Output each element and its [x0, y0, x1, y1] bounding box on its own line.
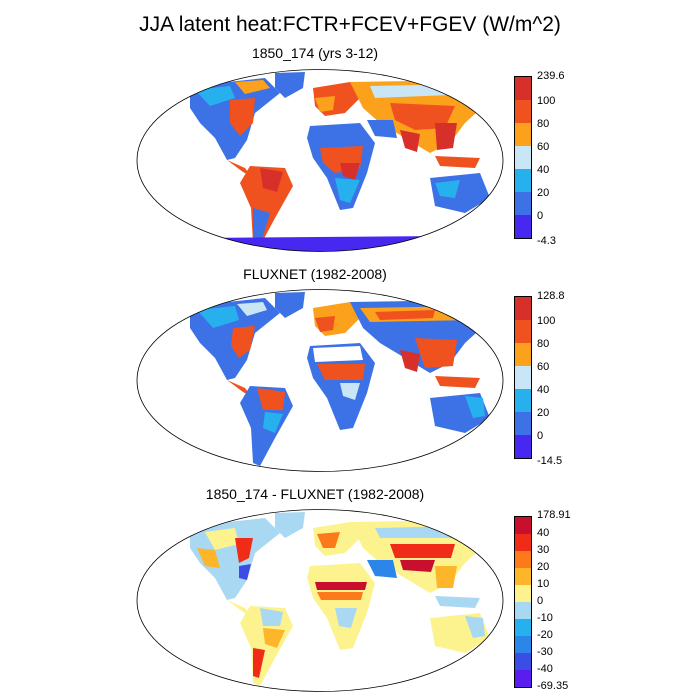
colorbar-segment [515, 585, 531, 602]
colorbar-tick-label: -40 [537, 663, 553, 675]
colorbar-tick-label: 60 [537, 361, 550, 373]
panel-title: 1850_174 - FLUXNET (1982-2008) [205, 486, 425, 502]
colorbar-tick-label: 30 [537, 544, 550, 556]
colorbar-segment [515, 192, 531, 215]
colorbar-tick-label: 178.91 [537, 509, 571, 521]
colorbar-segment [515, 534, 531, 551]
colorbar-tick-label: 20 [537, 407, 550, 419]
colorbar-segment [515, 619, 531, 636]
colorbar-tick-label: 128.8 [537, 290, 565, 302]
colorbar-tick-label: -69.35 [537, 680, 569, 692]
colorbar-tick-label: -4.3 [537, 235, 556, 247]
colorbar-tick-label: 20 [537, 187, 550, 199]
world-map-model [136, 69, 504, 252]
colorbar-tick-label: -10 [537, 612, 553, 624]
colorbar-tick-label: -30 [537, 646, 553, 658]
colorbar-segment [515, 670, 531, 687]
colorbar-tick-label: 60 [537, 141, 550, 153]
colorbar-tick-label: 10 [537, 578, 550, 590]
colorbar-segment [515, 215, 531, 238]
colorbar-tick-label: -14.5 [537, 455, 563, 467]
colorbar-tick-label: 80 [537, 338, 550, 350]
colorbar-segment [515, 568, 531, 585]
colorbar-segment [515, 636, 531, 653]
colorbar-tick-label: 40 [537, 527, 550, 539]
colorbar [514, 76, 532, 239]
colorbar-segment [515, 343, 531, 366]
colorbar-segment [515, 389, 531, 412]
colorbar-segment [515, 100, 531, 123]
world-map-fluxnet [136, 289, 504, 472]
colorbar [514, 516, 532, 688]
colorbar [514, 296, 532, 459]
colorbar-segment [515, 412, 531, 435]
colorbar-segment [515, 653, 531, 670]
panel-title: FLUXNET (1982-2008) [243, 266, 387, 282]
colorbar-segment [515, 366, 531, 389]
colorbar-tick-label: -20 [537, 629, 553, 641]
colorbar-segment [515, 602, 531, 619]
colorbar-segment [515, 551, 531, 568]
colorbar-tick-label: 40 [537, 384, 550, 396]
colorbar-tick-label: 40 [537, 164, 550, 176]
panel-title: 1850_174 (yrs 3-12) [251, 45, 379, 61]
colorbar-segment [515, 320, 531, 343]
colorbar-tick-label: 0 [537, 430, 544, 442]
colorbar-segment [515, 146, 531, 169]
colorbar-tick-label: 0 [537, 595, 544, 607]
colorbar-tick-label: 100 [537, 315, 556, 327]
colorbar-segment [515, 517, 531, 534]
colorbar-tick-label: 20 [537, 561, 550, 573]
colorbar-segment [515, 169, 531, 192]
colorbar-segment [515, 123, 531, 146]
world-map-difference [136, 509, 504, 692]
colorbar-tick-label: 80 [537, 118, 550, 130]
colorbar-tick-label: 239.6 [537, 70, 565, 82]
figure-title: JJA latent heat:FCTR+FCEV+FGEV (W/m^2) [139, 13, 561, 36]
colorbar-tick-label: 100 [537, 95, 556, 107]
colorbar-tick-label: 0 [537, 210, 544, 222]
colorbar-segment [515, 435, 531, 458]
colorbar-segment [515, 77, 531, 100]
colorbar-segment [515, 297, 531, 320]
